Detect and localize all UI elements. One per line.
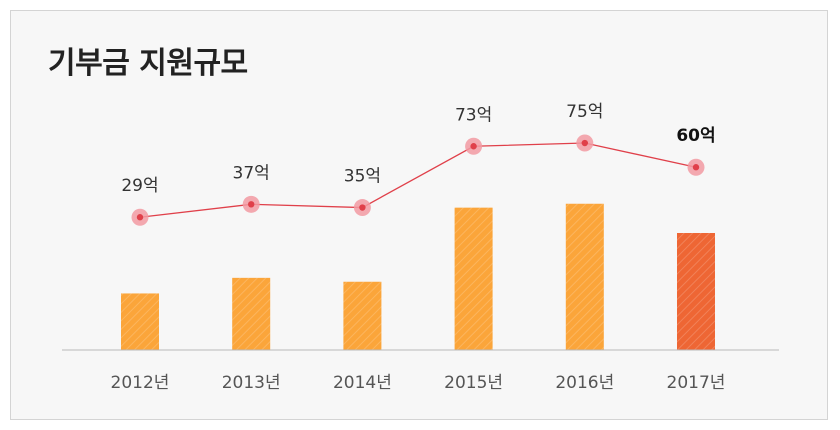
bar-texture <box>232 277 271 350</box>
line-point <box>581 139 588 147</box>
chart-title: 기부금 지원규모 <box>48 46 248 81</box>
line-point <box>692 164 700 171</box>
x-tick-label: 2016년 <box>555 373 614 393</box>
data-label: 75억 <box>566 102 603 122</box>
line-series <box>139 142 697 218</box>
bar-texture <box>343 281 382 350</box>
line-point <box>136 214 144 221</box>
x-tick-label: 2017년 <box>667 373 726 393</box>
x-tick-label: 2013년 <box>222 373 281 393</box>
data-label: 29억 <box>121 176 158 196</box>
line-point <box>248 201 255 208</box>
data-label: 60억 <box>676 126 715 146</box>
line-point <box>470 143 477 150</box>
x-tick-label: 2014년 <box>333 373 392 393</box>
bar-texture <box>677 233 715 350</box>
data-label: 73억 <box>455 105 492 125</box>
bar-texture <box>121 293 159 350</box>
data-label: 35억 <box>344 167 381 187</box>
x-tick-label: 2015년 <box>444 373 503 393</box>
line-point <box>359 204 366 211</box>
data-label: 37억 <box>233 163 270 183</box>
x-tick-label: 2012년 <box>111 373 170 393</box>
bar-texture <box>565 203 604 350</box>
bar-texture <box>454 207 493 350</box>
